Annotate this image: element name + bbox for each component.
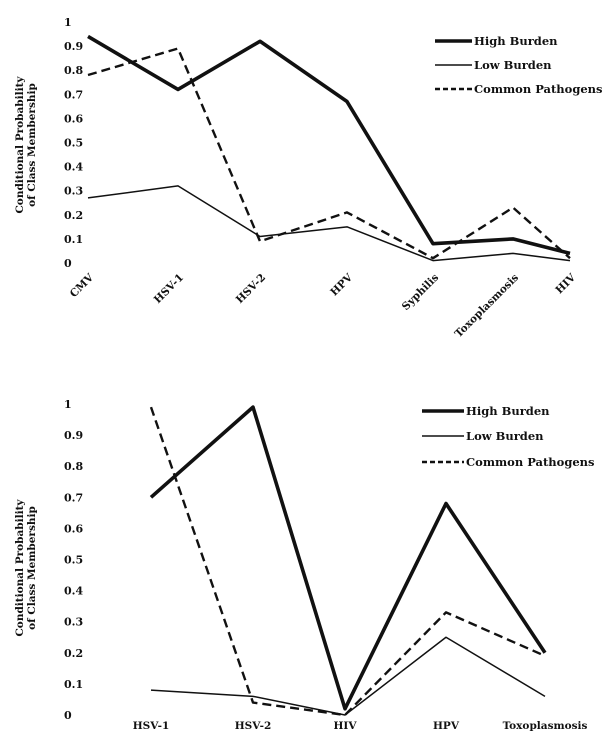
x-tick-label: Toxoplasmosis: [453, 272, 522, 341]
x-tick-label: Toxoplasmosis: [503, 720, 588, 732]
y-tick-label: 0.3: [64, 185, 83, 198]
series-line: [87, 47, 571, 260]
y-tick-label: 0: [64, 709, 72, 722]
y-axis-title-line: of Class Membership: [26, 83, 38, 207]
y-tick-label: 0.9: [64, 40, 83, 53]
y-tick-label: 0.4: [64, 161, 83, 174]
x-tick-label: HIV: [553, 271, 578, 296]
y-tick-label: 0.1: [64, 233, 83, 246]
y-tick-label: 0.7: [64, 88, 83, 101]
y-tick-label: 0.2: [64, 209, 83, 222]
x-tick-label: CMV: [68, 271, 97, 300]
x-tick-label: HIV: [334, 720, 358, 732]
y-axis-title: Conditional Probabilityof Class Membersh…: [14, 76, 38, 214]
y-tick-label: 0.6: [64, 112, 83, 125]
y-tick-label: 0.4: [64, 585, 83, 598]
y-tick-label: 0.6: [64, 522, 83, 535]
y-axis-title-line: Conditional Probability: [14, 499, 26, 637]
series-line: [87, 185, 571, 262]
chart-bottom: Conditional Probabilityof Class Membersh…: [14, 398, 595, 732]
legend-label: Low Burden: [474, 58, 552, 72]
x-tick-label: Syphilis: [400, 272, 441, 313]
y-axis-title-line: of Class Membership: [26, 506, 38, 630]
y-tick-label: 0: [64, 257, 72, 270]
x-tick-label: HPV: [433, 720, 460, 732]
chart-top: Conditional Probabilityof Class Membersh…: [14, 16, 603, 340]
series-line: [149, 405, 547, 711]
y-tick-label: 1: [64, 16, 72, 29]
legend-label: Low Burden: [466, 429, 544, 443]
y-tick-label: 0.3: [64, 616, 83, 629]
y-axis-title: Conditional Probabilityof Class Membersh…: [14, 499, 38, 637]
x-tick-label: HSV-1: [133, 720, 170, 732]
legend-label: Common Pathogens: [466, 455, 595, 469]
y-axis-title-line: Conditional Probability: [14, 76, 26, 214]
y-tick-label: 0.1: [64, 678, 83, 691]
y-tick-label: 0.5: [64, 554, 83, 567]
y-tick-label: 0.9: [64, 429, 83, 442]
legend-label: High Burden: [466, 404, 550, 418]
x-tick-label: HSV-1: [152, 272, 186, 306]
y-tick-label: 0.5: [64, 137, 83, 150]
y-tick-label: 0.8: [64, 460, 83, 473]
series-line: [150, 636, 546, 716]
legend-label: Common Pathogens: [474, 82, 603, 96]
x-tick-label: HPV: [328, 271, 355, 298]
series-line: [87, 34, 571, 256]
legend-label: High Burden: [474, 34, 558, 48]
x-tick-label: HSV-2: [235, 720, 272, 732]
x-tick-label: HSV-2: [234, 272, 268, 306]
y-tick-label: 1: [64, 398, 72, 411]
y-tick-label: 0.7: [64, 491, 83, 504]
y-tick-label: 0.8: [64, 64, 83, 77]
y-tick-label: 0.2: [64, 647, 83, 660]
